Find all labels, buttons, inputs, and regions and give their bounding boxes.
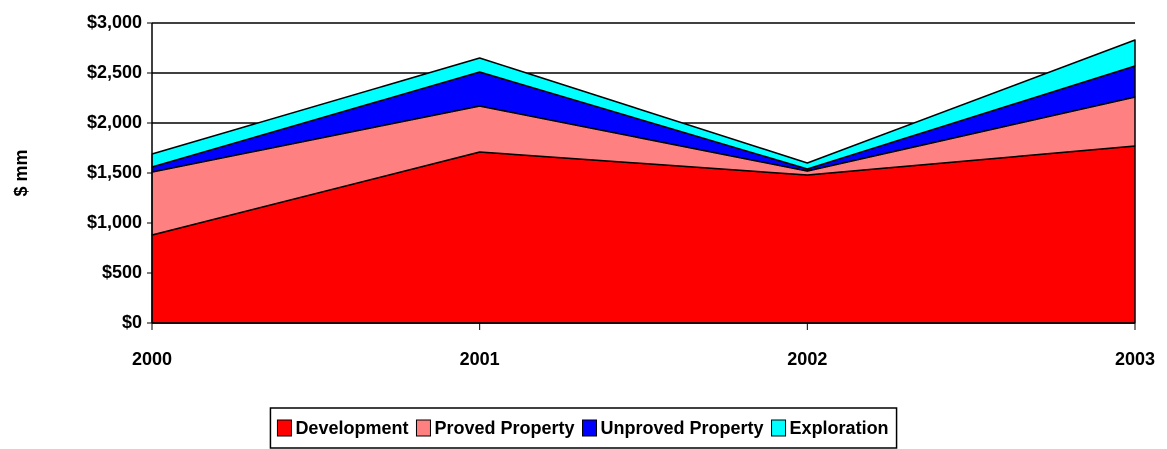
legend-swatch xyxy=(771,419,787,437)
x-tick-label: 2000 xyxy=(132,349,172,369)
legend-swatch xyxy=(276,419,292,437)
y-tick-label: $3,000 xyxy=(87,12,142,32)
x-tick-label: 2002 xyxy=(787,349,827,369)
area xyxy=(151,39,1136,170)
x-tick-label: 2003 xyxy=(1115,349,1155,369)
y-axis-label: $ mm xyxy=(11,149,31,196)
legend: Development Proved Property Unproved Prope… xyxy=(269,407,898,449)
y-tick-label: $0 xyxy=(122,312,142,332)
y-tick-label: $1,500 xyxy=(87,162,142,182)
y-tick-label: $1,000 xyxy=(87,212,142,232)
y-tick-label: $2,000 xyxy=(87,112,142,132)
legend-box xyxy=(269,407,898,449)
x-tick-label: 2001 xyxy=(460,349,500,369)
legend-swatch xyxy=(582,419,598,437)
legend-label: Development xyxy=(295,418,408,438)
y-tick-label: $2,500 xyxy=(87,62,142,82)
legend-label: Exploration xyxy=(790,418,889,438)
y-tick-label: $500 xyxy=(102,262,142,282)
legend-label: Proved Property xyxy=(434,418,574,438)
legend-swatch xyxy=(415,419,431,437)
legend-label: Unproved Property xyxy=(601,418,764,438)
